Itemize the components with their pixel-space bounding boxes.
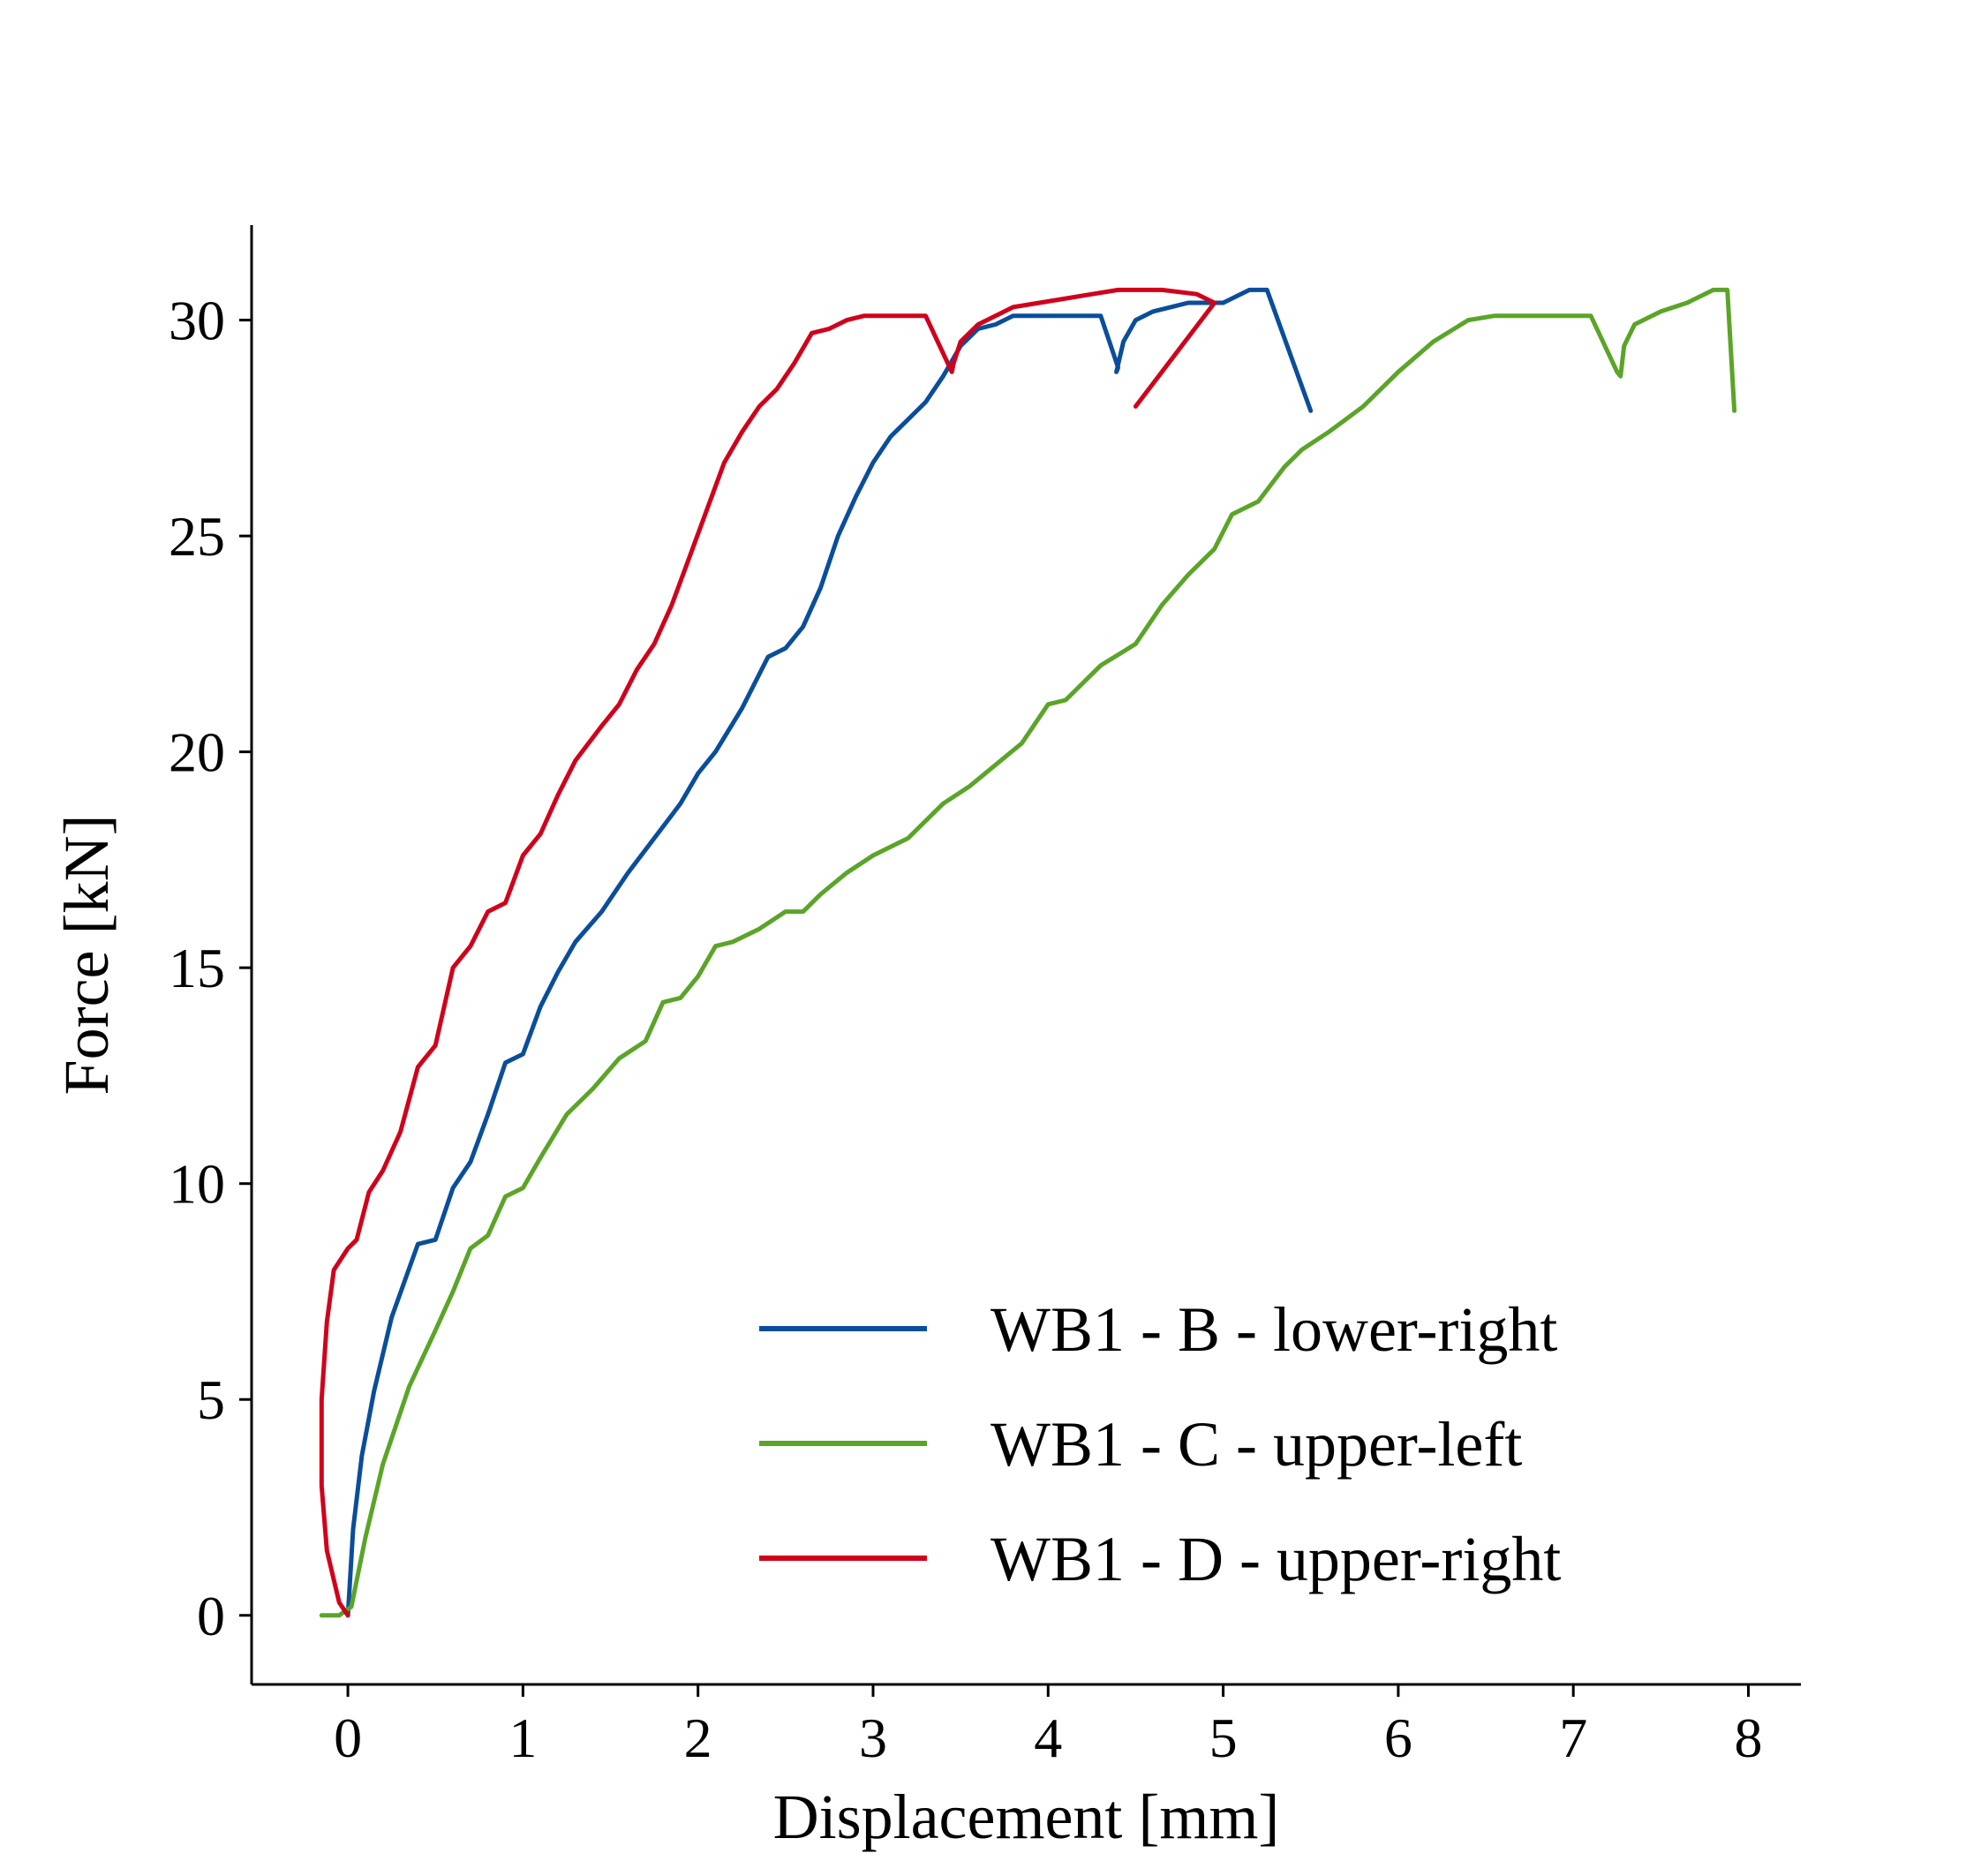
y-tick-label: 30 <box>169 290 225 352</box>
y-tick-label: 15 <box>169 937 225 999</box>
x-axis-title: Displacement [mm] <box>773 1782 1280 1852</box>
x-tick-label: 3 <box>859 1706 887 1769</box>
x-tick-label: 4 <box>1034 1706 1062 1769</box>
series-line-2 <box>319 287 1737 1618</box>
legend-label: WB1 - D - upper-right <box>990 1524 1561 1594</box>
y-tick-label: 5 <box>197 1368 225 1431</box>
y-tick-label: 0 <box>197 1585 225 1647</box>
y-tick-label: 25 <box>169 505 225 568</box>
x-tick-label: 0 <box>334 1706 362 1769</box>
legend-label: WB1 - C - upper-left <box>990 1409 1522 1480</box>
x-ticks: 0 1 2 3 4 5 6 7 8 <box>334 1684 1763 1769</box>
legend-label: WB1 - B - lower-right <box>990 1294 1557 1365</box>
series-layer <box>319 287 1737 1618</box>
series-line-3 <box>319 287 1217 1618</box>
x-tick-label: 6 <box>1384 1706 1412 1769</box>
y-axis-title: Force [kN] <box>51 815 122 1096</box>
x-tick-label: 7 <box>1559 1706 1587 1769</box>
y-tick-label: 20 <box>169 721 225 784</box>
legend: WB1 - B - lower-right WB1 - C - upper-lef… <box>759 1294 1561 1594</box>
y-ticks: 0 5 10 15 20 25 30 <box>169 290 252 1647</box>
y-tick-label: 10 <box>169 1153 225 1216</box>
x-tick-label: 8 <box>1735 1706 1763 1769</box>
x-tick-label: 5 <box>1209 1706 1238 1769</box>
series-line-1 <box>345 287 1314 1618</box>
x-tick-label: 2 <box>684 1706 712 1769</box>
x-tick-label: 1 <box>508 1706 537 1769</box>
